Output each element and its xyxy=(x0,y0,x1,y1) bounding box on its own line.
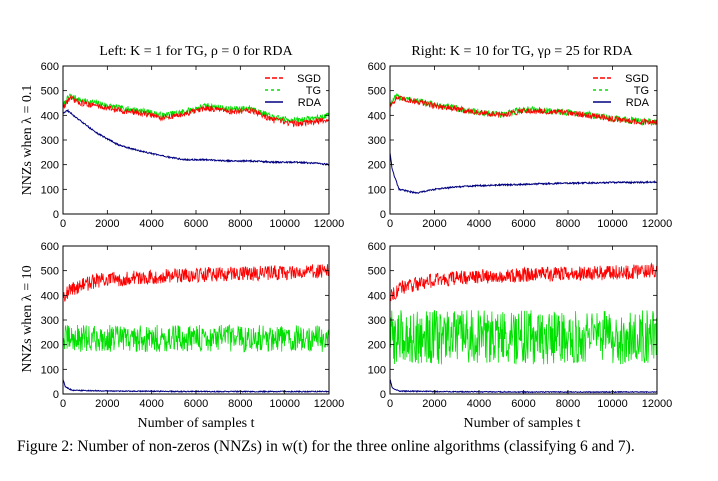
plot-area: 0 2000 4000 6000 8000 10000 12000 0 100 200 300 400… xyxy=(41,61,345,230)
subplot-bottom-right: Number of samples t 0 2000 4000 6000 8000 100… xyxy=(368,241,673,431)
subplot-top-left: Left: K = 1 for TG, ρ = 0 for RDA 0 2000 4… xyxy=(41,44,345,230)
y-tick-label: 300 xyxy=(41,315,59,327)
plot-area: 0 2000 4000 6000 8000 10000 12000 0 100 200 300 400… xyxy=(368,61,673,230)
x-tick-label: 12000 xyxy=(314,218,345,230)
x-tick-label: 8000 xyxy=(228,398,252,410)
legend-box xyxy=(259,70,326,110)
series-line-sgd xyxy=(62,94,330,128)
x-tick-label: 8000 xyxy=(556,398,580,410)
series-line-tg xyxy=(62,93,330,124)
x-tick-label: 6000 xyxy=(184,218,208,230)
y-tick-label: 0 xyxy=(53,209,59,221)
plot-frame xyxy=(62,245,330,395)
legend-label-sgd: SGD xyxy=(297,73,321,85)
y-tick-label: 600 xyxy=(368,241,386,253)
plot-area: 0 2000 4000 6000 8000 10000 12000 0 100 200 300 400… xyxy=(368,241,673,410)
y-tick-label: 100 xyxy=(368,184,386,196)
y-tick-label: 500 xyxy=(41,86,59,98)
x-tick-label: 2000 xyxy=(422,398,446,410)
x-tick-label: 2000 xyxy=(95,218,119,230)
series-line-sgd xyxy=(389,262,658,302)
row-label-top: NNZs when λ = 0.1 xyxy=(20,85,35,196)
y-tick-label: 100 xyxy=(41,184,59,196)
x-tick-label: 10000 xyxy=(597,398,628,410)
x-tick-label: 4000 xyxy=(139,398,163,410)
y-tick-label: 300 xyxy=(368,315,386,327)
legend-label-tg: TG xyxy=(306,85,321,97)
legend-label-sgd: SGD xyxy=(625,73,649,85)
y-tick-label: 600 xyxy=(368,61,386,73)
row-label-bottom: NNZs when λ = 10 xyxy=(20,265,35,372)
plot-area: 0 2000 4000 6000 8000 10000 12000 0 100 200 300 400… xyxy=(41,241,345,410)
x-tick-label: 4000 xyxy=(139,218,163,230)
y-tick-label: 600 xyxy=(41,61,59,73)
y-tick-label: 0 xyxy=(380,389,386,401)
y-tick-label: 500 xyxy=(368,86,386,98)
subplot-title: Left: K = 1 for TG, ρ = 0 for RDA xyxy=(99,44,293,59)
x-tick-label: 12000 xyxy=(642,218,673,230)
y-tick-label: 300 xyxy=(41,135,59,147)
x-tick-label: 10000 xyxy=(597,218,628,230)
x-axis-label: Number of samples t xyxy=(137,416,254,431)
x-tick-label: 4000 xyxy=(467,218,491,230)
x-tick-label: 6000 xyxy=(184,398,208,410)
y-tick-label: 400 xyxy=(368,110,386,122)
y-tick-label: 200 xyxy=(41,160,59,172)
figure-caption: Figure 2: Number of non-zeros (NNZs) in … xyxy=(17,438,635,455)
x-tick-label: 10000 xyxy=(269,218,300,230)
x-axis-label: Number of samples t xyxy=(463,416,580,431)
y-tick-label: 500 xyxy=(41,266,59,278)
y-tick-label: 500 xyxy=(368,266,386,278)
x-tick-label: 2000 xyxy=(95,398,119,410)
y-tick-label: 400 xyxy=(41,290,59,302)
subplot-bottom-left: Number of samples t 0 2000 4000 6000 8000 100… xyxy=(41,241,345,431)
x-tick-label: 10000 xyxy=(269,398,300,410)
series-line-rda xyxy=(62,108,330,166)
x-tick-label: 0 xyxy=(60,218,66,230)
x-tick-label: 0 xyxy=(387,398,393,410)
x-tick-label: 8000 xyxy=(228,218,252,230)
series-line-tg xyxy=(389,310,658,365)
series-line-tg xyxy=(62,323,330,353)
subplot-top-right: Right: K = 10 for TG, γρ = 25 for RDA 0 2… xyxy=(368,44,673,230)
y-tick-label: 100 xyxy=(368,364,386,376)
y-tick-label: 200 xyxy=(368,340,386,352)
y-tick-label: 200 xyxy=(368,160,386,172)
x-tick-label: 2000 xyxy=(422,218,446,230)
series-line-rda xyxy=(389,152,658,195)
x-tick-label: 12000 xyxy=(642,398,673,410)
y-tick-label: 400 xyxy=(368,290,386,302)
x-tick-label: 12000 xyxy=(314,398,345,410)
subplot-title: Right: K = 10 for TG, γρ = 25 for RDA xyxy=(411,44,633,59)
y-tick-label: 0 xyxy=(380,209,386,221)
series-line-sgd xyxy=(389,95,658,126)
y-tick-label: 200 xyxy=(41,340,59,352)
legend-label-tg: TG xyxy=(634,85,649,97)
x-tick-label: 8000 xyxy=(556,218,580,230)
y-tick-label: 100 xyxy=(41,364,59,376)
x-tick-label: 0 xyxy=(60,398,66,410)
legend-label-rda: RDA xyxy=(298,97,322,109)
y-tick-label: 300 xyxy=(368,135,386,147)
y-tick-label: 600 xyxy=(41,241,59,253)
x-tick-label: 6000 xyxy=(511,398,535,410)
legend-box xyxy=(587,70,654,110)
x-tick-label: 0 xyxy=(387,218,393,230)
x-tick-label: 6000 xyxy=(511,218,535,230)
y-tick-label: 400 xyxy=(41,110,59,122)
x-tick-label: 4000 xyxy=(467,398,491,410)
y-tick-label: 0 xyxy=(53,389,59,401)
legend-label-rda: RDA xyxy=(626,97,650,109)
series-line-sgd xyxy=(62,264,330,302)
